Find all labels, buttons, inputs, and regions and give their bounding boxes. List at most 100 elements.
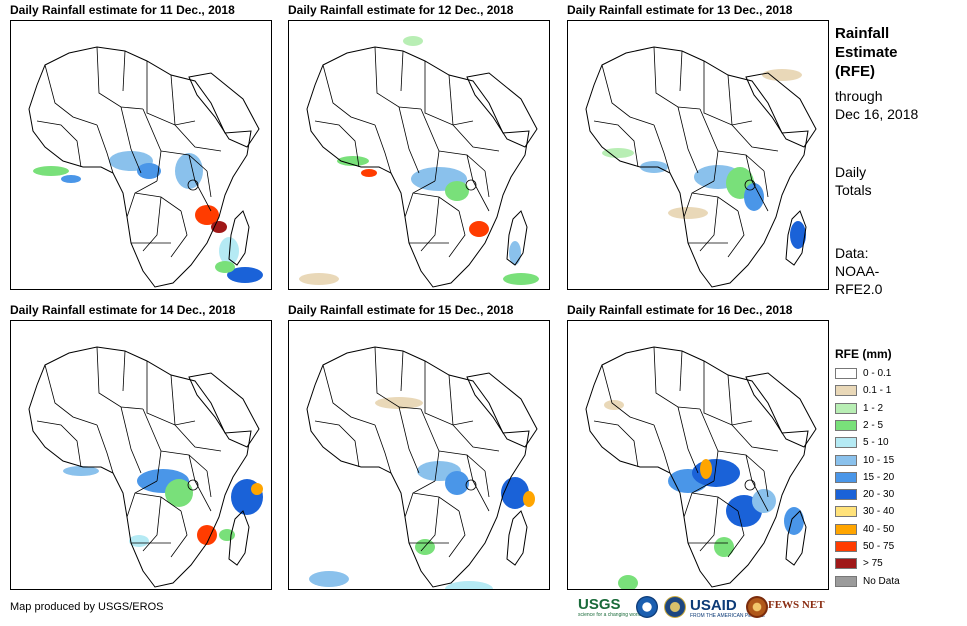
legend-label: 50 - 75: [863, 541, 895, 552]
title-line: Rainfall: [835, 25, 890, 42]
rainfall-patch: [469, 221, 489, 237]
madagascar-outline: [506, 510, 528, 566]
rainfall-patch: [744, 183, 764, 211]
country-border: [745, 454, 769, 512]
country-border: [448, 374, 454, 426]
rainfall-patch: [445, 471, 469, 495]
madagascar-outline: [785, 510, 807, 566]
rainfall-patch: [129, 535, 149, 547]
country-border: [160, 450, 208, 472]
rainfall-patch: [501, 477, 529, 509]
country-border: [727, 74, 733, 126]
madagascar-outline: [228, 210, 250, 266]
data-line: RFE2.0: [835, 281, 883, 297]
country-border: [703, 61, 753, 126]
country-border: [126, 180, 158, 218]
country-border: [314, 120, 360, 168]
through-line: through: [835, 88, 883, 104]
totals-label: Daily Totals: [835, 163, 872, 199]
arabia-outline: [466, 72, 538, 148]
country-border: [174, 424, 222, 452]
legend-label: 0.1 - 1: [863, 385, 892, 397]
country-border: [170, 374, 176, 426]
usgs-tagline: science for a changing world: [578, 612, 642, 618]
country-border: [322, 364, 376, 426]
country-border: [120, 406, 142, 474]
product-title: Rainfall Estimate (RFE): [835, 24, 898, 81]
through-line: Dec 16, 2018: [835, 106, 919, 122]
data-line: Data:: [835, 245, 869, 261]
country-border: [731, 124, 779, 152]
totals-line: Daily: [835, 164, 867, 180]
rainfall-patch: [762, 69, 802, 81]
rainfall-map: [567, 320, 829, 590]
rainfall-patch: [337, 156, 369, 166]
rainfall-map: [567, 20, 829, 290]
country-border: [96, 46, 144, 110]
rainfall-patch: [375, 397, 423, 409]
legend-label: 40 - 50: [863, 523, 895, 535]
rainfall-patch: [175, 153, 203, 189]
country-border: [142, 496, 162, 552]
country-border: [96, 124, 114, 174]
arabia-outline: [188, 72, 260, 148]
country-border: [398, 406, 420, 474]
rainfall-patch: [714, 537, 734, 557]
country-border: [374, 424, 392, 474]
country-border: [374, 124, 392, 174]
legend-swatch: [835, 558, 857, 570]
legend-label: 0 - 0.1: [863, 368, 892, 379]
legend-swatch: [835, 402, 857, 414]
rainfall-patch: [61, 175, 81, 183]
rainfall-patch: [299, 273, 339, 285]
country-border: [466, 454, 490, 512]
country-border: [653, 346, 701, 410]
rainfall-patch: [361, 169, 377, 177]
legend-swatch: [835, 489, 857, 501]
country-border: [763, 170, 769, 198]
country-border: [206, 170, 212, 198]
lake-victoria: [465, 479, 477, 491]
legend-swatch: [835, 385, 857, 397]
map-credit: Map produced by USGS/EROS: [10, 601, 164, 613]
country-border: [452, 424, 500, 452]
country-border: [484, 470, 490, 498]
madagascar-outline: [506, 210, 528, 266]
rainfall-patch: [251, 483, 263, 495]
country-border: [601, 64, 655, 126]
country-border: [699, 496, 719, 552]
arabia-outline: [188, 372, 260, 448]
legend-title: RFE (mm): [835, 347, 892, 361]
country-border: [763, 470, 769, 498]
country-border: [374, 346, 422, 410]
country-border: [400, 350, 404, 392]
country-border: [374, 46, 422, 110]
country-border: [731, 424, 779, 452]
partner-logos: USGS science for a changing world USAID …: [578, 594, 826, 620]
panel-title: Daily Rainfall estimate for 14 Dec., 201…: [10, 303, 236, 317]
country-border: [679, 350, 683, 392]
country-border: [206, 470, 212, 498]
country-border: [44, 64, 98, 126]
rainfall-map: [10, 320, 272, 590]
rainfall-patch: [445, 181, 469, 201]
legend-label: 20 - 30: [863, 489, 895, 501]
country-border: [420, 196, 440, 252]
country-border: [448, 210, 466, 258]
country-border: [424, 61, 474, 126]
legend-swatch: [835, 575, 857, 587]
panel-title: Daily Rainfall estimate for 11 Dec., 201…: [10, 3, 235, 17]
lake-victoria: [187, 179, 199, 191]
country-border: [170, 210, 188, 258]
rainfall-patch: [63, 466, 99, 476]
lake-victoria: [744, 179, 756, 191]
rainfall-patch: [700, 459, 712, 479]
country-border: [727, 510, 745, 558]
country-border: [448, 74, 454, 126]
legend-label: 15 - 20: [863, 471, 895, 483]
country-border: [593, 120, 639, 168]
panel-title: Daily Rainfall estimate for 16 Dec., 201…: [567, 303, 793, 317]
country-border: [96, 424, 114, 474]
rainfall-patch: [137, 163, 161, 179]
country-border: [653, 424, 671, 474]
